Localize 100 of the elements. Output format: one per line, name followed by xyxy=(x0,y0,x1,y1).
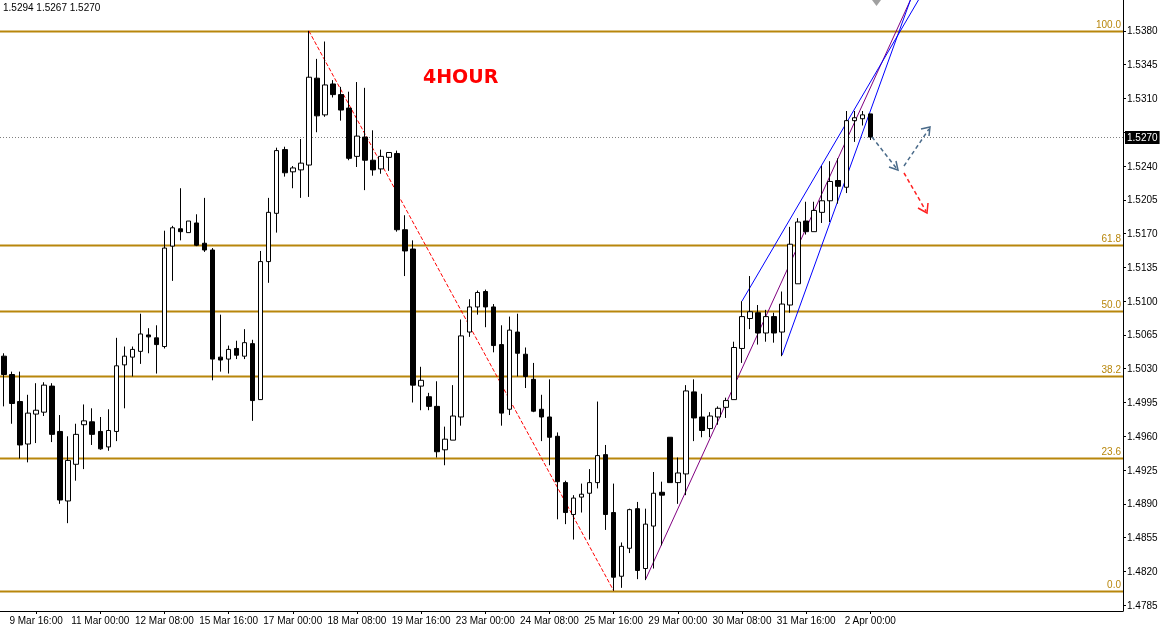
candlestick xyxy=(146,327,151,354)
x-tick-label: 17 Mar 00:00 xyxy=(263,614,323,626)
y-tick-label: 1.5205 xyxy=(1127,194,1159,206)
y-tick-label: 1.5170 xyxy=(1127,228,1159,240)
candlestick xyxy=(523,346,528,389)
candlestick xyxy=(154,324,159,375)
x-tick-label: 2 Apr 00:00 xyxy=(844,614,897,626)
candlestick xyxy=(483,289,488,328)
y-tick-label: 1.5030 xyxy=(1127,363,1159,375)
candlestick xyxy=(322,41,328,118)
candlestick xyxy=(98,416,103,451)
candlestick xyxy=(563,480,568,525)
candlestick xyxy=(627,508,632,554)
y-tick-label: 1.4995 xyxy=(1127,397,1159,409)
y-tick-label: 1.4960 xyxy=(1127,430,1159,442)
candlestick xyxy=(282,146,288,178)
candlestick xyxy=(723,397,729,419)
candlestick xyxy=(763,309,769,343)
candlestick xyxy=(531,362,536,413)
candlestick xyxy=(659,481,665,546)
candlestick xyxy=(234,340,239,360)
candlestick xyxy=(868,113,873,141)
candlestick xyxy=(691,378,697,442)
annotation: 1.5294 1.5267 1.5270 xyxy=(3,1,101,13)
y-tick-label: 1.4890 xyxy=(1127,498,1159,510)
candlestick xyxy=(65,435,71,524)
candlestick xyxy=(194,213,199,247)
x-tick-label: 24 Mar 08:00 xyxy=(520,614,580,626)
y-tick-label: 1.4820 xyxy=(1127,565,1159,577)
candlestick xyxy=(860,110,865,126)
candlestick xyxy=(675,457,681,505)
candlestick xyxy=(386,152,392,172)
x-tick-label: 31 Mar 16:00 xyxy=(776,614,837,626)
candlestick xyxy=(507,316,512,416)
candlestick xyxy=(844,110,849,194)
candlestick xyxy=(378,149,384,175)
candlestick xyxy=(170,225,175,282)
x-tick-label: 18 Mar 08:00 xyxy=(327,614,387,626)
candlestick xyxy=(619,541,624,589)
annotation: 50.0 xyxy=(1101,299,1122,310)
candlestick xyxy=(330,79,336,98)
candlestick xyxy=(218,314,223,373)
candlestick xyxy=(852,110,857,143)
candlestick xyxy=(635,501,640,580)
y-tick-label: 1.4925 xyxy=(1127,464,1159,476)
candlestick xyxy=(715,405,721,426)
candlestick xyxy=(539,394,544,442)
candlestick xyxy=(426,392,432,411)
candlestick xyxy=(354,81,360,168)
y-tick-label: 1.4855 xyxy=(1127,532,1159,544)
x-tick-label: 25 Mar 16:00 xyxy=(584,614,644,626)
candlestick xyxy=(290,165,296,189)
candlestick xyxy=(450,384,456,441)
candlestick xyxy=(442,426,448,466)
x-tick-label: 15 Mar 16:00 xyxy=(199,614,259,626)
candlestick xyxy=(274,147,279,234)
candlestick xyxy=(338,86,344,122)
candlestick xyxy=(81,403,87,470)
candlestick xyxy=(787,226,793,314)
candlestick xyxy=(643,508,648,581)
annotation: 0.0 xyxy=(1107,579,1122,590)
x-tick-label: 30 Mar 08:00 xyxy=(712,614,772,626)
candlestick xyxy=(394,150,400,233)
candlestick xyxy=(9,371,15,425)
y-tick-label: 1.5380 xyxy=(1127,25,1159,37)
candlestick xyxy=(571,494,576,541)
candlestick xyxy=(771,312,777,344)
candlestick xyxy=(434,380,440,459)
candlestick xyxy=(515,313,520,377)
candlestick xyxy=(162,230,167,349)
candlestick xyxy=(186,220,191,234)
candlestick xyxy=(458,319,464,427)
annotation: 61.8 xyxy=(1101,233,1122,244)
candlestick xyxy=(707,411,713,438)
candlestick xyxy=(795,217,801,285)
candlestick xyxy=(579,483,584,514)
x-tick-label: 23 Mar 00:00 xyxy=(455,614,516,626)
candlestick xyxy=(122,346,127,409)
candlestick xyxy=(651,471,656,570)
candlestick xyxy=(1,352,7,407)
candlestick xyxy=(739,300,745,364)
candlestick xyxy=(33,382,39,444)
candlestick xyxy=(410,239,416,404)
candlestick xyxy=(314,58,320,133)
candlestick xyxy=(555,431,560,520)
x-tick-label: 12 Mar 08:00 xyxy=(134,614,195,626)
candlestick xyxy=(811,201,817,233)
candlestick xyxy=(266,197,271,284)
candlestick xyxy=(362,87,368,191)
candlestick xyxy=(49,382,55,443)
y-tick-label: 1.5100 xyxy=(1127,295,1159,307)
y-tick-label: 1.5065 xyxy=(1127,329,1159,341)
candlestick xyxy=(731,341,737,401)
candlestick xyxy=(298,138,304,199)
candlestick xyxy=(17,371,23,459)
candlestick xyxy=(667,436,673,484)
ref-line-label: 1.5270 xyxy=(1127,132,1159,143)
candlestick xyxy=(130,346,135,377)
candlestick xyxy=(827,160,833,223)
candlestick xyxy=(491,303,496,353)
